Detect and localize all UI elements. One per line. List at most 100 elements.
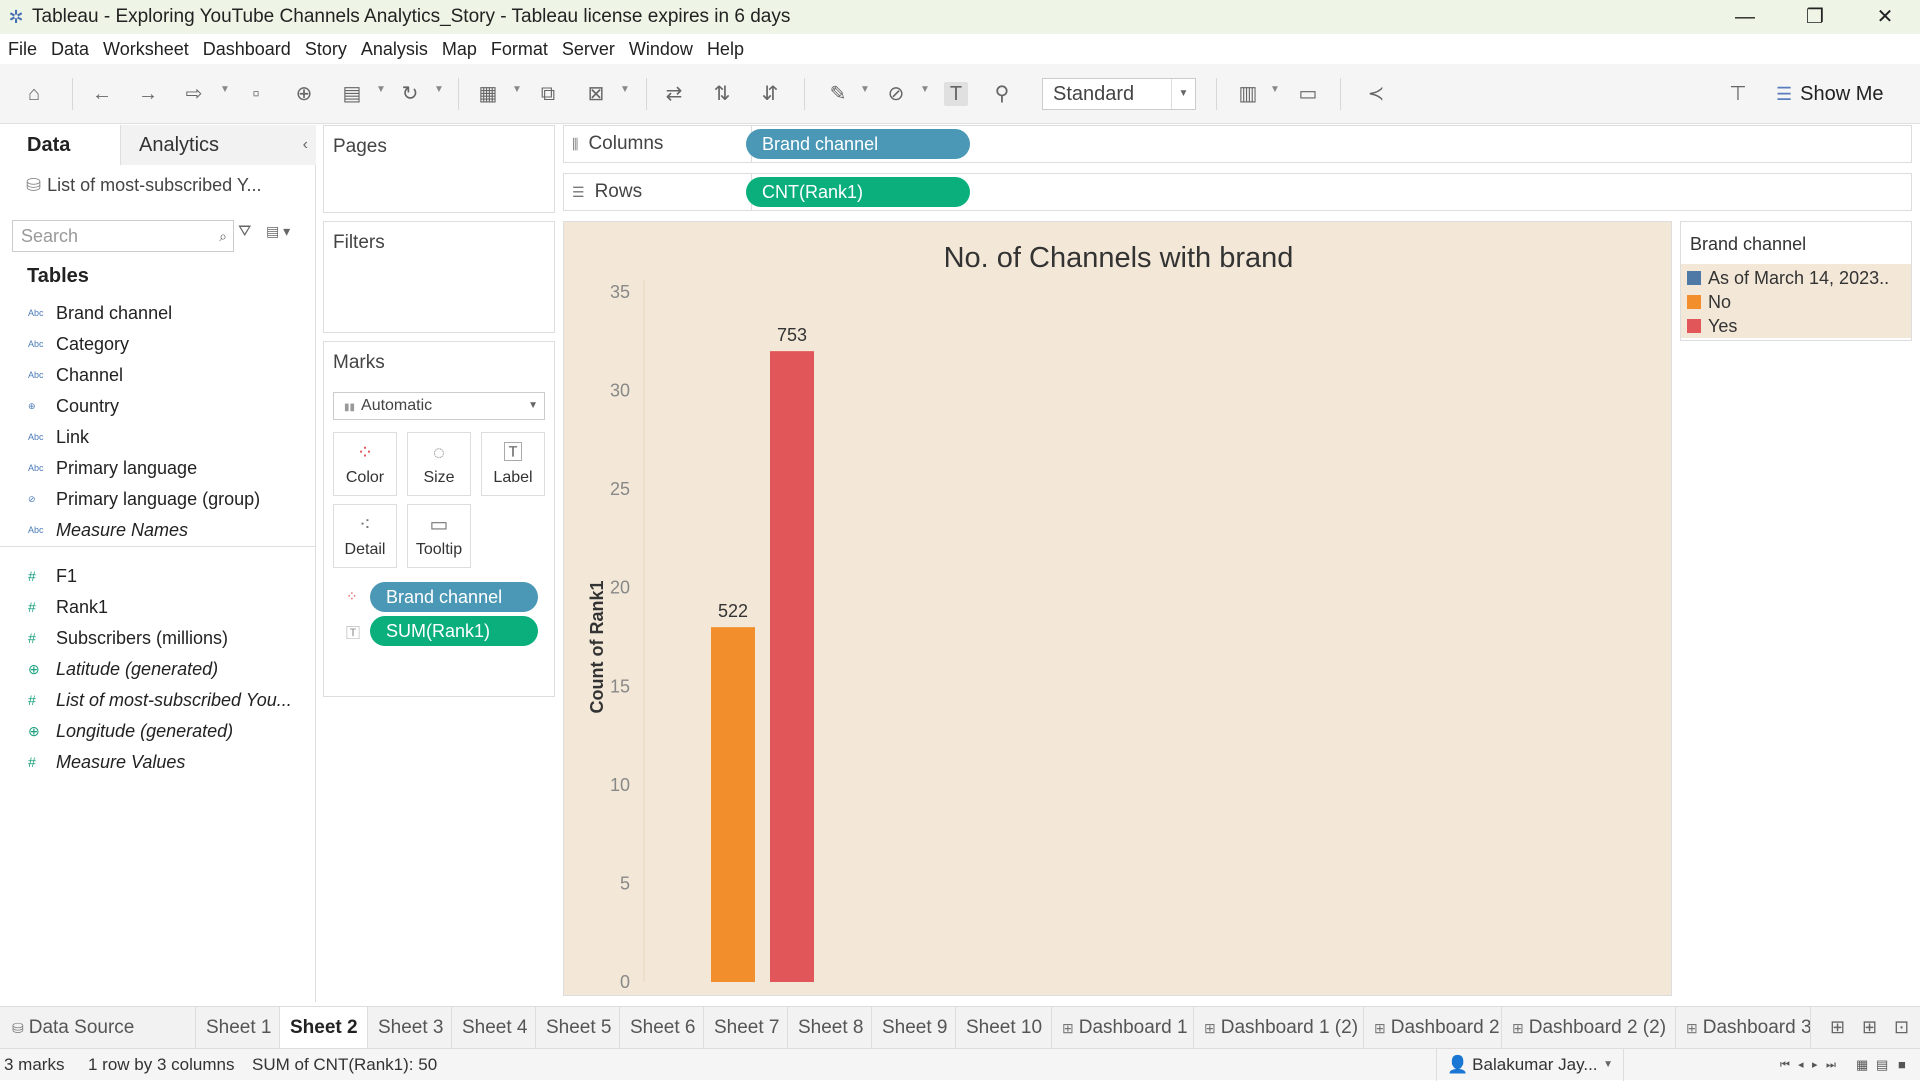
label-button[interactable]: 🅃 Label xyxy=(481,432,545,496)
new-story-icon[interactable]: ⊡ xyxy=(1894,1017,1910,1037)
duplicate-icon[interactable]: ⧉ xyxy=(540,83,556,105)
show-me-button[interactable]: ☰ Show Me xyxy=(1776,80,1884,108)
undo-icon[interactable]: ← xyxy=(92,83,112,105)
chart-view[interactable]: No. of Channels with brand 0 5 10 15 20 25 30 3… xyxy=(563,221,1672,996)
chevron-down-icon[interactable]: ▼ xyxy=(512,84,522,95)
filters-card[interactable]: Filters xyxy=(323,221,555,333)
bar-no[interactable] xyxy=(711,627,755,982)
share-icon[interactable]: ≺ xyxy=(1367,83,1385,105)
last-sheet-icon[interactable]: ⏭ xyxy=(1826,1059,1836,1071)
menu-data[interactable]: Data xyxy=(51,38,90,59)
menu-dashboard[interactable]: Dashboard xyxy=(202,38,291,59)
prev-sheet-icon[interactable]: ◂ xyxy=(1798,1059,1804,1071)
field-primary-language-group[interactable]: ⊘ Primary language (group) xyxy=(28,484,310,514)
clear-icon[interactable]: ⊠ xyxy=(587,83,605,105)
datasource-item[interactable]: ⛁ List of most-subscribed Y... xyxy=(26,175,262,196)
field-subscribers-millions[interactable]: # Subscribers (millions) xyxy=(28,623,310,653)
chevron-down-icon[interactable]: ▼ xyxy=(434,84,444,95)
home-icon[interactable]: ⌂ xyxy=(27,83,41,105)
menu-map[interactable]: Map xyxy=(441,38,477,59)
redo-icon[interactable]: → xyxy=(138,83,158,105)
new-worksheet-icon[interactable]: ⊞ xyxy=(1830,1017,1846,1037)
grid-view-icon[interactable]: ▦ xyxy=(1856,1057,1869,1072)
refresh-icon[interactable]: ↻ xyxy=(401,83,419,105)
chevron-down-icon[interactable]: ▼ xyxy=(1171,79,1195,109)
columns-pill-brand-channel[interactable]: Brand channel xyxy=(746,129,970,159)
next-sheet-icon[interactable]: ▸ xyxy=(1812,1059,1818,1071)
list-view-icon[interactable]: ▤ xyxy=(1876,1057,1889,1072)
menu-server[interactable]: Server xyxy=(561,38,615,59)
tab-dashboard-3[interactable]: ⊞ Dashboard 3 xyxy=(1676,1007,1811,1049)
user-menu[interactable]: 👤 Balakumar Jay... ▼ xyxy=(1436,1049,1624,1081)
tab-analytics[interactable]: Analytics ‹ xyxy=(120,125,316,165)
marks-pill-brand-channel[interactable]: Brand channel xyxy=(370,582,538,612)
field-country[interactable]: ⊕ Country xyxy=(28,391,310,421)
field-category[interactable]: Abc Category xyxy=(28,329,310,359)
rows-shelf[interactable]: ☰ Rows CNT(Rank1) xyxy=(563,173,1912,211)
tab-sheet-4[interactable]: Sheet 4 xyxy=(452,1007,536,1049)
fit-dropdown[interactable]: Standard ▼ xyxy=(1042,78,1196,110)
view-options-icon[interactable]: ▤ ▾ xyxy=(266,223,291,239)
tab-dashboard-1[interactable]: ⊞ Dashboard 1 xyxy=(1052,1007,1194,1049)
field-rank1[interactable]: # Rank1 xyxy=(28,592,310,622)
chevron-down-icon[interactable]: ▼ xyxy=(528,400,538,411)
legend-item-as-of-march[interactable]: As of March 14, 2023.. xyxy=(1687,266,1909,290)
close-button[interactable]: ✕ xyxy=(1876,6,1894,28)
new-sheet-icon[interactable]: ▦ xyxy=(478,83,498,105)
chevron-down-icon[interactable]: ▼ xyxy=(376,84,386,95)
bar-chart[interactable]: 0 5 10 15 20 25 30 35 Count of Rank1 522 753 xyxy=(564,222,1673,997)
size-button[interactable]: ◌ Size xyxy=(407,432,471,496)
chevron-down-icon[interactable]: ▼ xyxy=(860,84,870,95)
color-button[interactable]: ⁘ Color xyxy=(333,432,397,496)
legend-item-no[interactable]: No xyxy=(1687,290,1909,314)
pause-icon[interactable]: ▤ xyxy=(342,83,362,105)
tab-sheet-5[interactable]: Sheet 5 xyxy=(536,1007,620,1049)
format-painter-icon[interactable]: ⊤ xyxy=(1729,83,1747,105)
field-latitude-generated[interactable]: ⊕ Latitude (generated) xyxy=(28,654,310,684)
restore-button[interactable]: ❐ xyxy=(1806,6,1824,28)
menu-help[interactable]: Help xyxy=(706,38,744,59)
sort-desc-icon[interactable]: ⇵ xyxy=(761,83,779,105)
chevron-down-icon[interactable]: ▼ xyxy=(1270,84,1280,95)
field-list-of-most-subscribed-you[interactable]: # List of most-subscribed You... xyxy=(28,685,310,715)
columns-shelf[interactable]: ⫼ Columns Brand channel xyxy=(563,125,1912,163)
menu-file[interactable]: File xyxy=(8,38,38,59)
search-input[interactable]: Search ⌕ xyxy=(12,220,234,252)
color-legend[interactable]: Brand channel As of March 14, 2023.. No … xyxy=(1680,221,1912,341)
chevron-down-icon[interactable]: ▼ xyxy=(620,84,630,95)
rows-pill-cnt-rank1[interactable]: CNT(Rank1) xyxy=(746,177,970,207)
tab-sheet-2[interactable]: Sheet 2 xyxy=(280,1007,368,1049)
save-icon[interactable]: ▫ xyxy=(252,83,260,105)
filmstrip-view-icon[interactable]: ■ xyxy=(1898,1057,1906,1072)
replay-icon[interactable]: ⇨ xyxy=(185,83,203,105)
first-sheet-icon[interactable]: ⏮ xyxy=(1780,1059,1790,1071)
minimize-button[interactable]: — xyxy=(1735,6,1755,28)
tab-dashboard-1-2[interactable]: ⊞ Dashboard 1 (2) xyxy=(1194,1007,1364,1049)
field-brand-channel[interactable]: Abc Brand channel xyxy=(28,298,310,328)
menu-format[interactable]: Format xyxy=(490,38,548,59)
tab-dashboard-2[interactable]: ⊞ Dashboard 2 xyxy=(1364,1007,1502,1049)
tab-sheet-1[interactable]: Sheet 1 xyxy=(196,1007,280,1049)
sort-asc-icon[interactable]: ⇅ xyxy=(713,83,731,105)
mark-type-dropdown[interactable]: ▮▮ Automatic ▼ xyxy=(333,392,545,420)
collapse-icon[interactable]: ‹ xyxy=(302,136,308,153)
group-icon[interactable]: ⊘ xyxy=(887,83,905,105)
new-datasource-icon[interactable]: ⊕ xyxy=(295,83,313,105)
menu-worksheet[interactable]: Worksheet xyxy=(103,38,189,59)
tab-dashboard-2-2[interactable]: ⊞ Dashboard 2 (2) xyxy=(1502,1007,1676,1049)
field-link[interactable]: Abc Link xyxy=(28,422,310,452)
new-dashboard-icon[interactable]: ⊞ xyxy=(1862,1017,1878,1037)
bar-yes[interactable] xyxy=(770,351,814,983)
field-measure-values[interactable]: # Measure Values xyxy=(28,747,310,777)
chevron-down-icon[interactable]: ▼ xyxy=(220,84,230,95)
chevron-down-icon[interactable]: ▼ xyxy=(920,84,930,95)
show-labels-icon[interactable]: T xyxy=(944,82,968,106)
field-longitude-generated[interactable]: ⊕ Longitude (generated) xyxy=(28,716,310,746)
field-measure-names[interactable]: Abc Measure Names xyxy=(28,515,310,545)
menu-story[interactable]: Story xyxy=(304,38,347,59)
pages-card[interactable]: Pages xyxy=(323,125,555,213)
detail-button[interactable]: ⁖ Detail xyxy=(333,504,397,568)
marks-pill-sum-rank1[interactable]: SUM(Rank1) xyxy=(370,616,538,646)
cards-icon[interactable]: ▥ xyxy=(1238,83,1258,105)
legend-item-yes[interactable]: Yes xyxy=(1687,314,1909,338)
